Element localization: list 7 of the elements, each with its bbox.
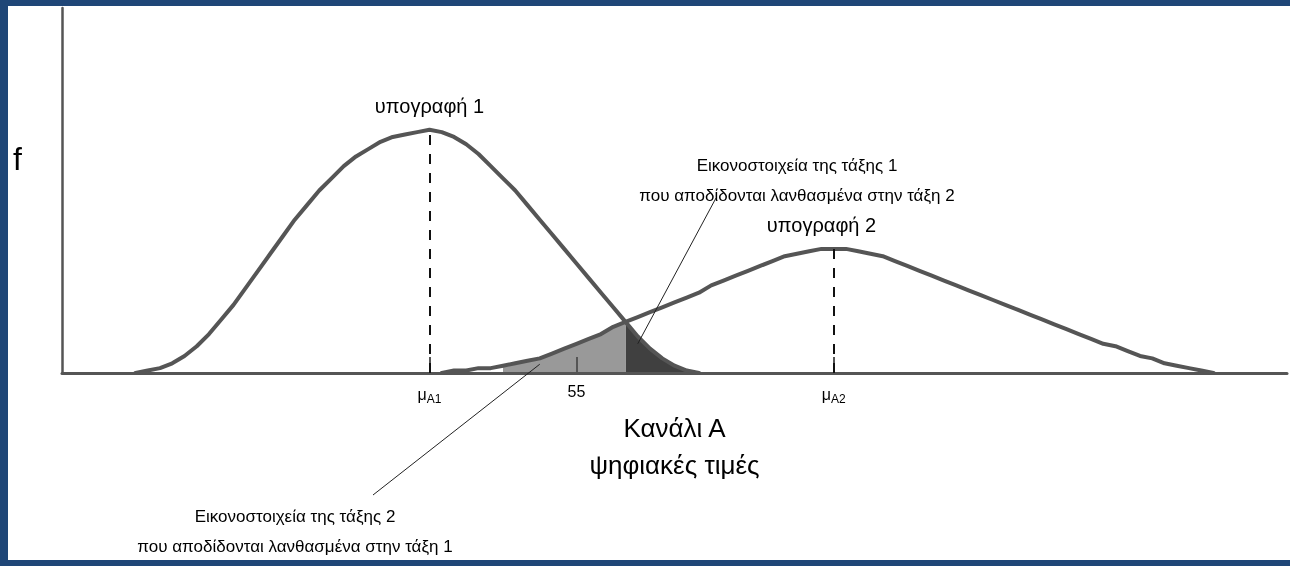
annotation: Εικονοστοιχεία της τάξης 1 που αποδίδονται λανθασμένα στην τάξη 2 xyxy=(639,155,955,205)
x-tick-label: 55 xyxy=(567,382,586,400)
series-label: υπογραφή 2 xyxy=(766,213,877,236)
text: Εικονοστοιχεία της τάξης 2 που αποδίδονται λανθασμένα στην τάξη 1 xyxy=(137,506,453,556)
series-label: υπογραφή 1 xyxy=(374,94,485,117)
y-axis-title: f xyxy=(13,140,23,177)
x-axis-title: Κανάλι Α ψηφιακές τιμές xyxy=(589,413,760,481)
